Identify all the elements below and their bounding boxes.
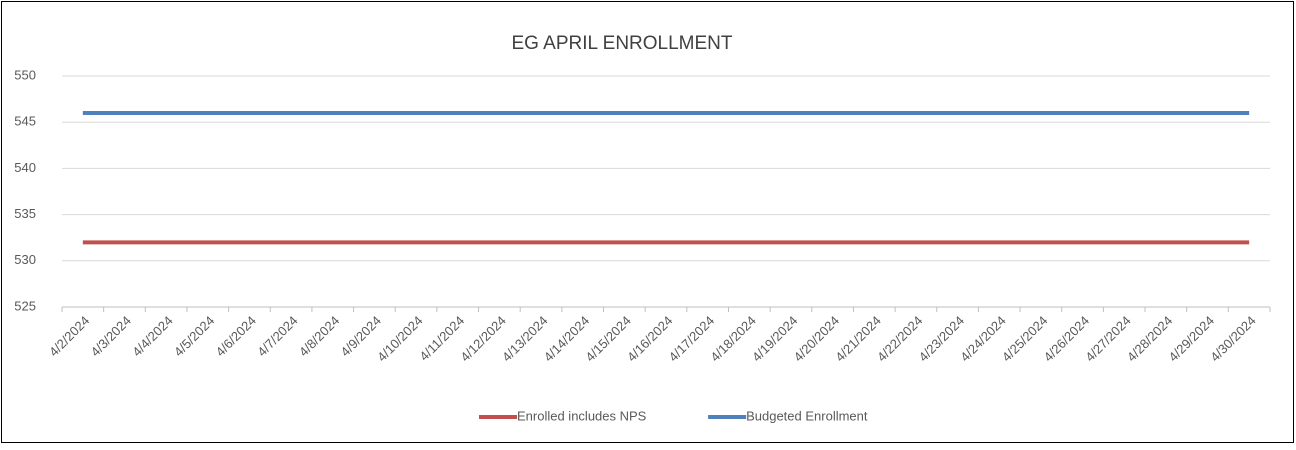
legend-label: Budgeted Enrollment	[746, 408, 868, 423]
y-tick-label: 530	[14, 252, 36, 267]
y-tick-label: 535	[14, 206, 36, 221]
y-tick-label: 545	[14, 114, 36, 129]
y-tick-label: 550	[14, 67, 36, 82]
legend-label: Enrolled includes NPS	[517, 408, 647, 423]
y-tick-label: 540	[14, 160, 36, 175]
chart-border	[1, 1, 1294, 443]
chart-title: EG APRIL ENROLLMENT	[511, 33, 732, 54]
y-tick-label: 525	[14, 298, 36, 313]
